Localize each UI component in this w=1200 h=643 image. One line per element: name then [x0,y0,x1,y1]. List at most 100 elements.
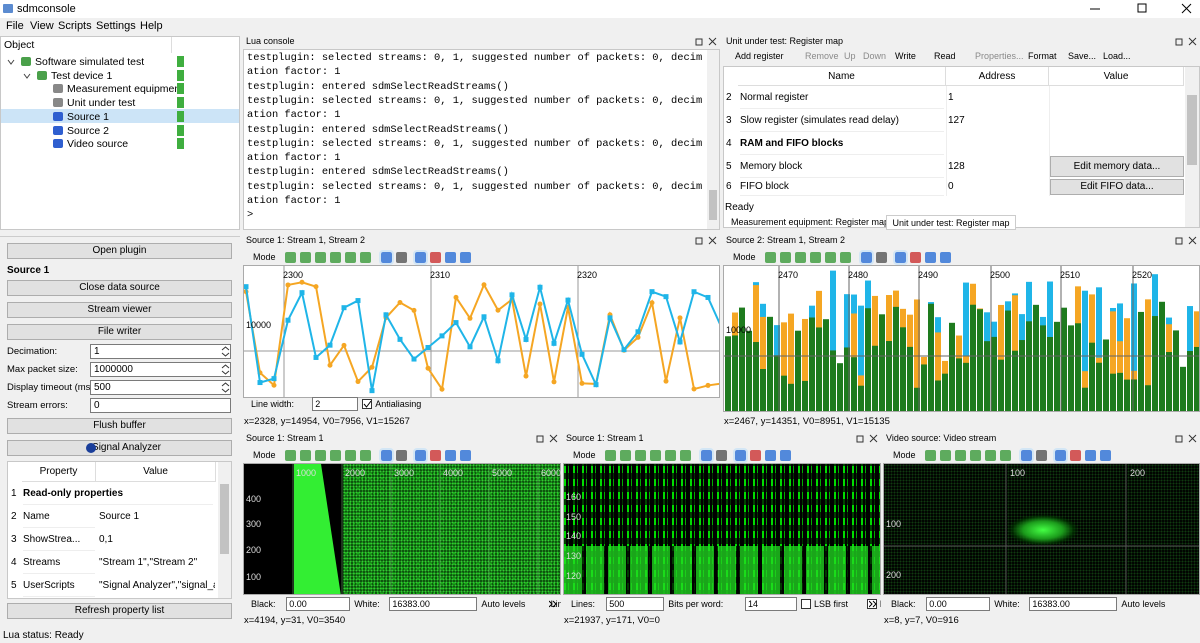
toolbar-icon[interactable] [665,450,676,461]
button[interactable]: Open plugin [7,243,232,259]
console-prompt[interactable]: > [247,209,254,222]
register-address[interactable]: 127 [948,115,965,126]
input[interactable]: 0.00 [926,597,991,611]
toolbar-icon[interactable] [940,450,951,461]
toolbar-icon[interactable] [985,450,996,461]
menu-item[interactable]: Scripts [58,20,92,32]
input[interactable]: 16383.00 [389,597,478,611]
toolbar-icon[interactable] [300,252,311,263]
button[interactable]: File writer [7,324,232,340]
toolbar-icon[interactable] [345,450,356,461]
toolbar-button[interactable]: Up [844,51,856,61]
toolbar-icon[interactable] [925,450,936,461]
toolbar-icon[interactable] [750,450,761,461]
toolbar-icon[interactable] [1070,450,1081,461]
toolbar-icon[interactable] [925,252,936,263]
toolbar-icon[interactable] [795,252,806,263]
toolbar-icon[interactable] [330,252,341,263]
button[interactable]: Close data source [7,280,232,296]
button[interactable]: Edit memory data... [1050,156,1184,177]
toolbar-icon[interactable] [445,450,456,461]
toolbar-button[interactable]: Properties... [975,51,1024,61]
toolbar-icon[interactable] [650,450,661,461]
button[interactable]: Stream viewer [7,302,232,318]
input[interactable]: 0.00 [286,597,351,611]
toolbar-icon[interactable] [810,252,821,263]
toolbar-icon[interactable] [1085,450,1096,461]
input[interactable]: 500 [90,380,231,395]
toolbar-icon[interactable] [1053,448,1068,463]
toolbar-icon[interactable] [955,450,966,461]
toolbar-icon[interactable] [360,450,371,461]
toolbar-icon[interactable] [379,448,394,463]
toolbar-button[interactable]: Down [863,51,887,61]
toolbar-button[interactable]: Save... [1068,51,1097,61]
toolbar-icon[interactable] [910,252,921,263]
toolbar-icon[interactable] [733,448,748,463]
mode-menu[interactable]: Mode [893,450,916,460]
checkbox[interactable] [362,399,373,409]
property-value[interactable]: 0,1 [99,534,113,545]
toolbar-icon[interactable] [635,450,646,461]
button[interactable]: Flush buffer [7,418,232,434]
toolbar-icon[interactable] [460,252,471,263]
toolbar-icon[interactable] [430,252,441,263]
toolbar-button[interactable]: Write [895,51,916,61]
input[interactable]: 500 [606,597,665,611]
tree-item[interactable]: Source 2 [67,124,110,137]
register-address[interactable]: 0 [948,181,954,192]
menu-item[interactable]: Help [140,20,163,32]
tree-item[interactable]: Unit under test [67,97,136,110]
toolbar-icon[interactable] [460,450,471,461]
property-value[interactable]: "Signal Analyzer","signal_analy... [99,580,215,591]
toolbar-button[interactable]: Read [934,51,956,61]
tab[interactable]: Unit under test: Register map [886,215,1016,230]
toolbar-icon[interactable] [859,250,874,265]
button[interactable]: Signal Analyzer [7,440,232,456]
register-address[interactable]: 1 [948,92,954,103]
toolbar-icon[interactable] [396,450,407,461]
input[interactable]: 0 [90,398,231,413]
toolbar-icon[interactable] [716,450,727,461]
toolbar-icon[interactable] [430,450,441,461]
mode-menu[interactable]: Mode [253,450,276,460]
toolbar-icon[interactable] [1036,450,1047,461]
input[interactable]: 1 [90,344,231,359]
toolbar-icon[interactable] [396,252,407,263]
toolbar-icon[interactable] [330,450,341,461]
toolbar-icon[interactable] [285,252,296,263]
toolbar-icon[interactable] [620,450,631,461]
tree-item[interactable]: Software simulated test [35,56,145,68]
tree-item[interactable]: Test device 1 [51,69,113,82]
toolbar-button[interactable]: Remove [805,51,839,61]
toolbar-icon[interactable] [445,252,456,263]
toolbar-icon[interactable] [765,450,776,461]
mode-menu[interactable]: Mode [733,252,756,262]
input[interactable]: 1000000 [90,362,231,377]
register-address[interactable]: 128 [948,161,965,172]
mode-menu[interactable]: Mode [573,450,596,460]
property-value[interactable]: "Stream 1","Stream 2" [99,557,198,568]
toolbar-icon[interactable] [765,252,776,263]
tree-item[interactable]: Source 1 [67,110,110,123]
toolbar-button[interactable]: Add register [735,51,784,61]
input[interactable]: 16383.00 [1029,597,1118,611]
toolbar-icon[interactable] [699,448,714,463]
toolbar-icon[interactable] [300,450,311,461]
toolbar-icon[interactable] [413,448,428,463]
toolbar-icon[interactable] [680,450,691,461]
input[interactable]: 14 [745,597,797,611]
toolbar-icon[interactable] [970,450,981,461]
toolbar-icon[interactable] [379,250,394,265]
tree-item[interactable]: Measurement equipment [67,83,184,96]
tree-item[interactable]: Video source [67,138,129,151]
toolbar-icon[interactable] [1000,450,1011,461]
toolbar-icon[interactable] [780,450,791,461]
toolbar-icon[interactable] [315,450,326,461]
toolbar-icon[interactable] [413,250,428,265]
property-value[interactable]: Source 1 [99,511,140,522]
toolbar-icon[interactable] [1019,448,1034,463]
toolbar-icon[interactable] [605,450,616,461]
toolbar-icon[interactable] [285,450,296,461]
toolbar-icon[interactable] [360,252,371,263]
